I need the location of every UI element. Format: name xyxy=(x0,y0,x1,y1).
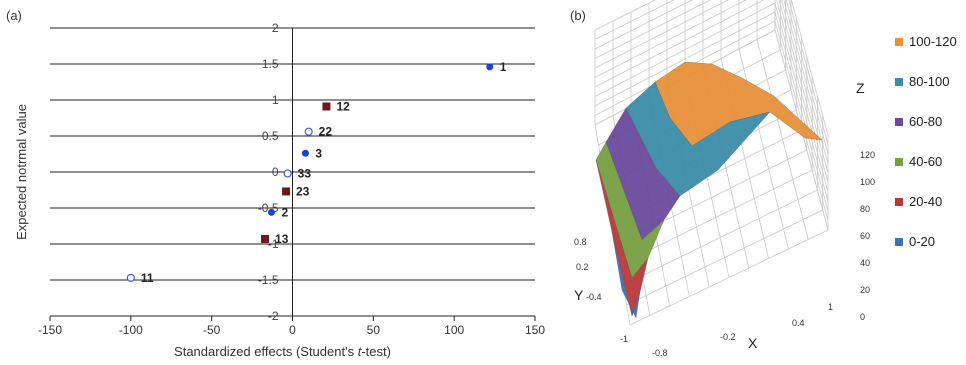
grid-line xyxy=(778,0,829,183)
x-axis-title: X xyxy=(748,335,758,351)
surface-band-0-20 xyxy=(611,231,641,319)
y-tick-label: -1.5 xyxy=(258,273,279,287)
legend-label: 60-80 xyxy=(909,114,943,129)
legend-label: 20-40 xyxy=(909,194,943,209)
y-tick-label: 2 xyxy=(272,21,279,35)
legend-swatch xyxy=(895,197,903,206)
point-label-11: 11 xyxy=(141,271,154,285)
legend-swatch xyxy=(895,157,903,166)
point-label-3: 3 xyxy=(315,146,322,160)
data-point-11 xyxy=(126,273,135,282)
y-tick-label: -1 xyxy=(268,237,279,251)
y-tick-label: -2 xyxy=(268,309,279,323)
legend-item: 60-80 xyxy=(895,114,942,129)
x-tick-label: 50 xyxy=(367,323,381,337)
panel-b-label: (b) xyxy=(570,8,586,23)
x-tick-label: 1 xyxy=(828,302,833,312)
legend-label: 80-100 xyxy=(909,74,950,89)
point-label-12: 12 xyxy=(336,99,350,113)
y-tick-label: -0.4 xyxy=(586,292,602,302)
z-tick-label: 60 xyxy=(860,231,870,241)
legend-label: 100-120 xyxy=(909,34,957,49)
x-tick-label: -0.2 xyxy=(720,332,736,342)
x-tick-label: 100 xyxy=(444,323,464,337)
legend-swatch xyxy=(895,37,903,46)
z-tick-label: 20 xyxy=(860,285,870,295)
z-tick-label: 40 xyxy=(860,258,870,268)
z-tick-label: 120 xyxy=(860,150,875,160)
legend-item: 20-40 xyxy=(895,194,942,209)
y-tick-label: 1.5 xyxy=(262,57,279,71)
y-tick-label: 0.5 xyxy=(262,129,279,143)
legend-item: 0-20 xyxy=(895,234,935,249)
data-point-33 xyxy=(283,169,292,178)
data-point-23 xyxy=(282,187,291,196)
x-tick-label: 0.4 xyxy=(792,318,805,328)
z-axis-title: Z xyxy=(856,80,865,96)
y-tick-label: 0 xyxy=(272,165,279,179)
panel-b: (b) 0 20 40 60 80 100 120 Z 0.8 0.2 -0.4 -1 Y -0.8 -0.… xyxy=(560,0,966,360)
legend-item: 100-120 xyxy=(895,34,957,49)
y-tick-label: 1 xyxy=(272,93,279,107)
y-tick-label: 0.2 xyxy=(576,262,589,272)
z-tick-label: 100 xyxy=(860,177,875,187)
grid-line xyxy=(594,0,656,31)
grid-line xyxy=(738,48,789,250)
x-tick-label: -100 xyxy=(119,323,143,337)
grid-line xyxy=(783,0,829,164)
y-axis-title: Y xyxy=(574,287,584,303)
grid-line xyxy=(594,0,729,69)
data-point-12 xyxy=(322,102,331,111)
grid-line xyxy=(756,39,809,240)
data-point-3 xyxy=(301,149,309,157)
grid-line xyxy=(594,0,693,50)
grid-line xyxy=(622,189,818,286)
x-tick-label: -150 xyxy=(38,323,62,337)
x-tick-label: -50 xyxy=(203,323,221,337)
legend-item: 40-60 xyxy=(895,154,942,169)
grid-line xyxy=(594,0,747,78)
y-tick-label: -1 xyxy=(620,334,628,344)
point-label-13: 13 xyxy=(275,232,289,246)
grid-line xyxy=(785,0,829,155)
scatter-chart: -150 -100 -50 0 50 100 150-2-1.5-1-0.500.511.5… xyxy=(14,21,545,359)
surface-chart: 0 20 40 60 80 100 120 Z 0.8 0.2 -0.4 -1 Y -0.8 -0.2 0.4… xyxy=(574,0,875,358)
data-point-13 xyxy=(261,234,270,243)
point-label-22: 22 xyxy=(319,125,333,139)
grid-line xyxy=(781,0,829,174)
grid-line xyxy=(594,0,675,40)
x-tick-label: 0 xyxy=(289,323,296,337)
z-tick-label: 0 xyxy=(860,312,865,322)
point-label-23: 23 xyxy=(296,184,310,198)
legend-label: 40-60 xyxy=(909,154,943,169)
x-tick-label: 150 xyxy=(525,323,545,337)
x-tick-label: -0.8 xyxy=(652,348,668,358)
point-label-33: 33 xyxy=(298,166,312,180)
point-label-2: 2 xyxy=(281,205,288,219)
y-axis-title: Expected notrmal value xyxy=(14,104,29,240)
x-axis-title: Standardized effects (Student's t-test) xyxy=(174,344,391,359)
data-point-1 xyxy=(486,63,494,71)
legend-item: 80-100 xyxy=(895,74,949,89)
grid-line xyxy=(594,0,711,59)
legend-swatch xyxy=(895,77,903,86)
grid-line xyxy=(626,209,823,306)
data-point-2 xyxy=(267,208,275,216)
point-label-1: 1 xyxy=(500,60,507,74)
grid-line xyxy=(629,229,829,326)
panel-a-label: (a) xyxy=(6,8,22,23)
legend-label: 0-20 xyxy=(909,234,936,249)
legend-swatch xyxy=(895,237,903,246)
grid-line xyxy=(788,0,829,145)
z-tick-label: 80 xyxy=(860,204,870,214)
grid-line xyxy=(790,0,829,136)
legend-swatch xyxy=(895,117,903,126)
data-point-22 xyxy=(304,127,313,136)
panel-a: (a) -150 -100 -50 0 50 100 150 -2 -1.5 -1 -0.5 0 0.5… xyxy=(6,8,545,359)
y-tick-label: 0.8 xyxy=(574,237,587,247)
